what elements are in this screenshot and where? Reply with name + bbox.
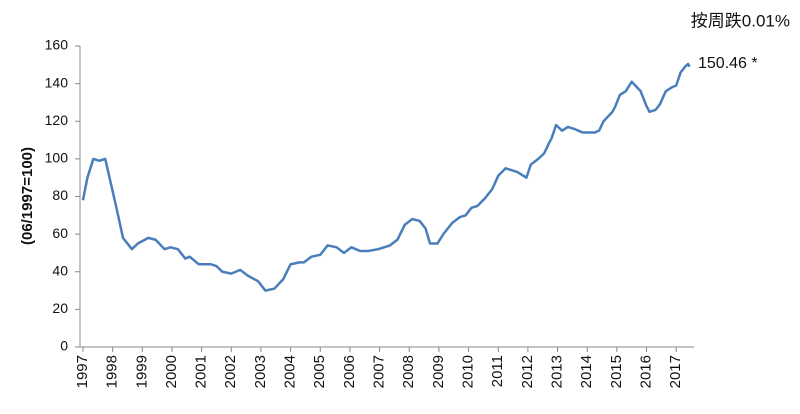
x-tick-label: 2009	[430, 355, 447, 388]
y-tick-label: 100	[45, 150, 69, 166]
x-tick-label: 2010	[460, 355, 477, 388]
x-tick-label: 2017	[667, 355, 684, 388]
x-tick-label: 2001	[193, 355, 210, 388]
y-tick-label: 60	[52, 225, 68, 241]
y-tick-label: 40	[52, 262, 68, 278]
x-tick-label: 2003	[252, 355, 269, 388]
data-line	[81, 62, 691, 292]
x-tick-label: 2013	[549, 355, 566, 388]
annotation: 按周跌0.01%	[691, 11, 790, 30]
y-tick-label: 160	[45, 37, 69, 53]
x-tick-label: 2012	[519, 355, 536, 388]
x-tick-label: 1999	[133, 355, 150, 388]
x-tick-label: 2000	[163, 355, 180, 388]
y-tick-label: 80	[52, 187, 68, 203]
y-axis-label: (06/1997=100)	[19, 147, 36, 245]
x-tick-label: 2005	[311, 355, 328, 388]
y-tick-label: 20	[52, 300, 68, 316]
x-tick-label: 2011	[489, 355, 506, 387]
x-tick-label: 1998	[104, 355, 121, 388]
x-tick-label: 2002	[222, 355, 239, 388]
x-tick-label: 2008	[400, 355, 417, 388]
x-tick-label: 2007	[371, 355, 388, 388]
x-tick-label: 2015	[608, 355, 625, 388]
x-tick-label: 2014	[578, 355, 595, 388]
x-tick-label: 2016	[638, 355, 655, 388]
x-tick-label: 1997	[74, 355, 91, 388]
y-tick-label: 120	[45, 112, 69, 128]
y-tick-label: 0	[60, 338, 68, 354]
annotation: 150.46 *	[698, 55, 758, 72]
x-tick-label: 2004	[282, 355, 299, 388]
y-tick-label: 140	[45, 74, 69, 90]
x-tick-label: 2006	[341, 355, 358, 388]
